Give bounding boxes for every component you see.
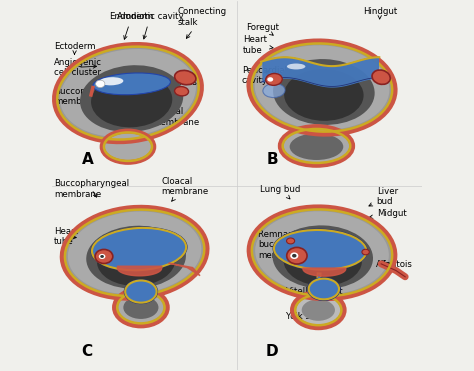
Ellipse shape — [60, 49, 196, 137]
Text: Hindgut: Hindgut — [363, 7, 397, 19]
Ellipse shape — [265, 73, 282, 85]
Ellipse shape — [97, 236, 175, 286]
Ellipse shape — [124, 280, 157, 303]
Ellipse shape — [255, 45, 390, 130]
Ellipse shape — [255, 211, 389, 294]
Text: Allantois: Allantois — [375, 260, 412, 269]
Text: Buccopharyngeal
membrane: Buccopharyngeal membrane — [54, 87, 129, 106]
Ellipse shape — [102, 131, 154, 162]
Text: Yolk sac: Yolk sac — [286, 312, 320, 321]
Ellipse shape — [55, 45, 201, 141]
Ellipse shape — [294, 294, 343, 326]
Ellipse shape — [273, 59, 374, 125]
Polygon shape — [169, 263, 200, 276]
Ellipse shape — [123, 296, 158, 319]
Ellipse shape — [263, 83, 285, 98]
Ellipse shape — [296, 296, 340, 325]
Ellipse shape — [95, 249, 113, 263]
Ellipse shape — [292, 254, 297, 257]
Ellipse shape — [290, 134, 343, 160]
Text: Endoderm: Endoderm — [109, 13, 154, 39]
Ellipse shape — [86, 226, 186, 289]
Ellipse shape — [100, 255, 104, 258]
Ellipse shape — [68, 211, 201, 294]
Text: Lung bud: Lung bud — [260, 185, 301, 199]
Text: Connecting
stalk: Connecting stalk — [178, 7, 227, 38]
Text: Heart
tube: Heart tube — [243, 35, 273, 55]
Ellipse shape — [96, 80, 105, 88]
Ellipse shape — [273, 226, 373, 289]
Ellipse shape — [93, 73, 171, 95]
Text: Foregut: Foregut — [246, 23, 279, 35]
Ellipse shape — [287, 247, 307, 264]
Ellipse shape — [287, 63, 305, 69]
Ellipse shape — [103, 132, 153, 161]
Text: Allantois: Allantois — [161, 75, 198, 87]
Ellipse shape — [267, 77, 273, 82]
Ellipse shape — [116, 290, 166, 325]
Text: Heart
tube: Heart tube — [54, 227, 78, 246]
Text: Midgut: Midgut — [369, 209, 407, 219]
Text: Liver
bud: Liver bud — [369, 187, 398, 206]
Text: D: D — [266, 344, 278, 359]
Text: Ectoderm: Ectoderm — [54, 42, 96, 55]
Ellipse shape — [362, 249, 369, 255]
Ellipse shape — [273, 229, 367, 270]
Ellipse shape — [174, 86, 189, 96]
Ellipse shape — [251, 209, 393, 297]
Ellipse shape — [250, 42, 394, 133]
Text: Buccopharyngeal
membrane: Buccopharyngeal membrane — [54, 180, 129, 199]
Text: Cloacal
membrane: Cloacal membrane — [161, 177, 209, 201]
Text: C: C — [82, 344, 93, 359]
Ellipse shape — [100, 77, 123, 85]
Text: B: B — [266, 152, 278, 167]
Ellipse shape — [99, 254, 105, 259]
Ellipse shape — [91, 227, 187, 271]
Ellipse shape — [283, 236, 362, 286]
Ellipse shape — [118, 292, 164, 323]
Ellipse shape — [174, 70, 196, 85]
Ellipse shape — [286, 238, 295, 244]
Ellipse shape — [308, 278, 340, 301]
Ellipse shape — [282, 128, 352, 164]
Ellipse shape — [301, 299, 335, 321]
Ellipse shape — [80, 65, 183, 132]
Text: Cloacal
membrane: Cloacal membrane — [153, 102, 200, 127]
Text: Vitelline duct: Vitelline duct — [286, 287, 343, 296]
Text: Remnant of the
buccopharyngeal
membrane: Remnant of the buccopharyngeal membrane — [258, 230, 333, 260]
Text: Angiogenic
cell cluster: Angiogenic cell cluster — [54, 58, 102, 77]
Text: A: A — [82, 152, 93, 167]
Ellipse shape — [290, 252, 298, 259]
Ellipse shape — [372, 70, 390, 84]
Ellipse shape — [283, 129, 349, 162]
Ellipse shape — [64, 209, 206, 297]
Text: Pericardial
cavity: Pericardial cavity — [242, 66, 287, 85]
Text: Amniotic cavity: Amniotic cavity — [117, 13, 183, 39]
Ellipse shape — [91, 74, 172, 127]
Ellipse shape — [284, 69, 364, 121]
